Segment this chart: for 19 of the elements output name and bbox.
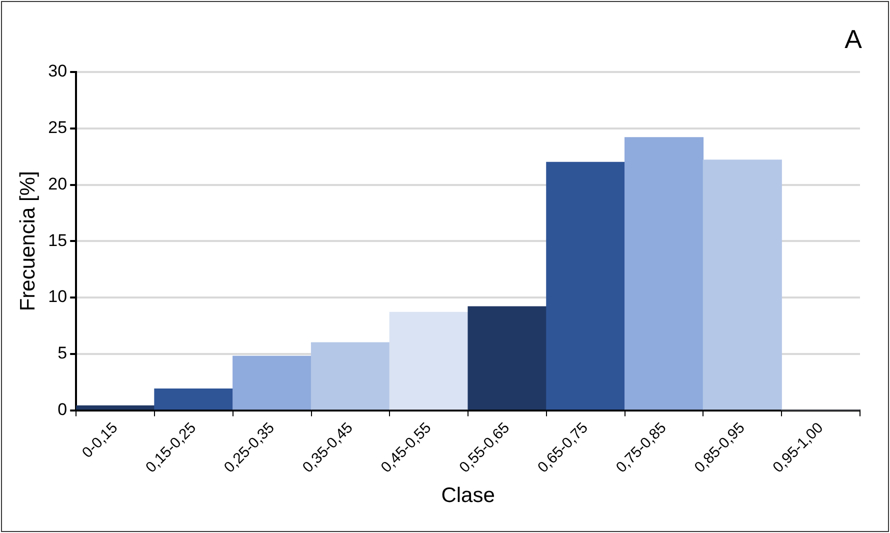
bar <box>310 342 390 410</box>
y-tick-label: 20 <box>48 174 68 194</box>
y-tick-label: 5 <box>58 344 68 363</box>
bar <box>546 162 626 410</box>
y-tick-label: 30 <box>48 62 68 81</box>
bar <box>468 306 547 410</box>
bar <box>232 356 312 410</box>
y-axis-title: Frecuencia [%] <box>16 171 40 312</box>
bar <box>702 160 782 410</box>
bar <box>76 405 155 410</box>
text: A <box>844 24 862 55</box>
bar <box>154 388 234 410</box>
x-axis-title: Clase <box>441 484 495 508</box>
y-tick-label: 10 <box>48 287 68 306</box>
y-tick-label: 0 <box>58 400 68 419</box>
y-tick-label: 15 <box>48 230 68 250</box>
y-tick-label: 25 <box>48 118 68 138</box>
bar <box>624 137 704 410</box>
bar <box>389 312 468 410</box>
